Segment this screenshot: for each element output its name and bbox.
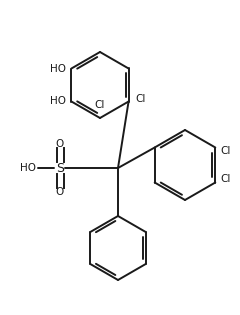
Text: Cl: Cl <box>95 100 105 110</box>
Text: Cl: Cl <box>220 174 231 184</box>
Text: HO: HO <box>50 65 66 75</box>
Text: Cl: Cl <box>220 146 231 157</box>
Text: O: O <box>56 187 64 197</box>
Text: Cl: Cl <box>136 94 146 104</box>
Text: S: S <box>56 162 64 175</box>
Text: HO: HO <box>50 95 66 106</box>
Text: HO: HO <box>20 163 36 173</box>
Text: O: O <box>56 139 64 149</box>
